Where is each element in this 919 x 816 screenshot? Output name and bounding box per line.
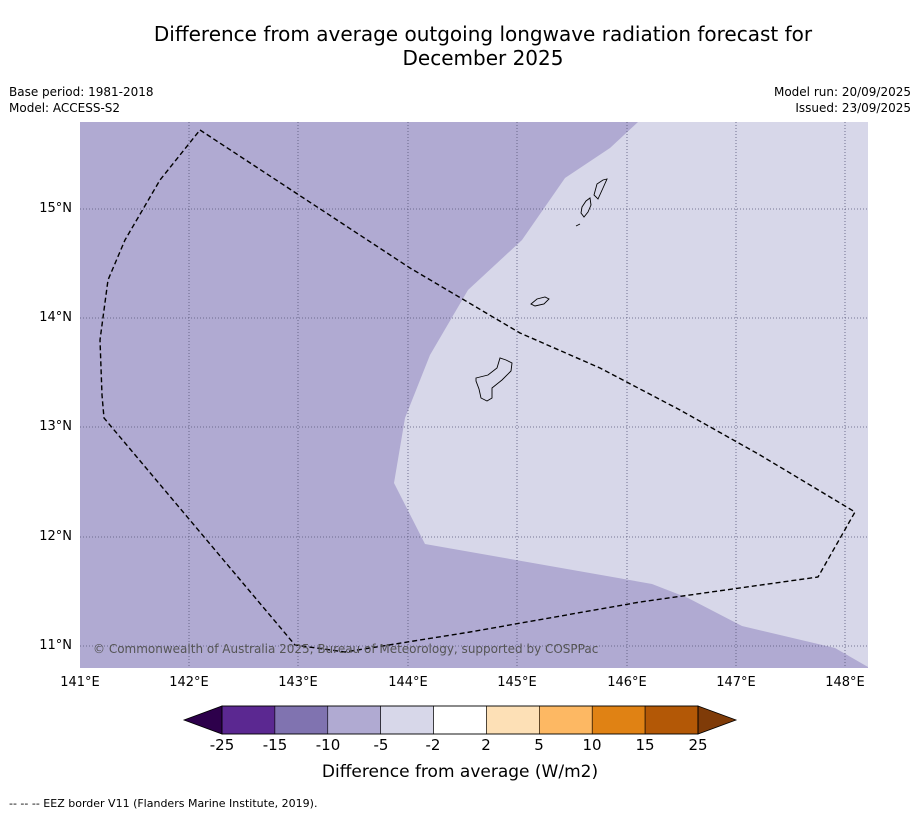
meta-left: Base period: 1981-2018 Model: ACCESS-S2 — [9, 84, 154, 116]
colorbar-label-minus5: -5 — [373, 736, 389, 754]
copyright-text: © Commonwealth of Australia 2025, Bureau… — [93, 642, 599, 656]
colorbar-label-15: 15 — [635, 736, 655, 754]
saipan-island — [593, 178, 608, 200]
anomaly-region-minus5 — [394, 122, 868, 667]
lat-tick-11n: 11°N — [39, 638, 72, 653]
colorbar-label-5: 5 — [534, 736, 544, 754]
colorbar-title: Difference from average (W/m2) — [321, 762, 599, 782]
title-line-2: December 2025 — [402, 46, 564, 70]
lon-tick-142e: 142°E — [169, 675, 209, 690]
colorbar-segment-6 — [539, 705, 593, 735]
lon-tick-141e: 141°E — [60, 675, 100, 690]
lat-tick-12n: 12°N — [39, 529, 72, 544]
colorbar-segment-3 — [380, 705, 434, 735]
base-period-text: Base period: 1981-2018 — [9, 85, 154, 99]
tinian-island — [580, 197, 592, 218]
lon-tick-143e: 143°E — [278, 675, 318, 690]
eez-legend-footnote: -- -- -- EEZ border V11 (Flanders Marine… — [9, 797, 318, 810]
model-run-text: Model run: 20/09/2025 — [773, 85, 911, 99]
colorbar-segment-7 — [591, 705, 646, 735]
map-title: Difference from average outgoing longwav… — [0, 22, 919, 70]
colorbar-segment-1 — [274, 705, 329, 735]
colorbar-over-arrow — [697, 705, 738, 735]
colorbar-label-minus25: -25 — [209, 736, 235, 754]
colorbar-label-10: 10 — [582, 736, 602, 754]
guam-island — [475, 357, 513, 402]
lat-tick-13n: 13°N — [39, 419, 72, 434]
colorbar — [182, 705, 738, 735]
colorbar-label-minus10: -10 — [315, 736, 341, 754]
colorbar-segment-4 — [433, 705, 487, 735]
aguijan-island — [575, 223, 581, 227]
colorbar-segment-5 — [486, 705, 540, 735]
lat-tick-14n: 14°N — [39, 310, 72, 325]
colorbar-label-25: 25 — [688, 736, 708, 754]
issued-text: Issued: 23/09/2025 — [795, 101, 911, 115]
lon-tick-144e: 144°E — [388, 675, 428, 690]
colorbar-label-2: 2 — [481, 736, 491, 754]
islands — [475, 178, 608, 402]
lon-tick-148e: 148°E — [825, 675, 865, 690]
colorbar-segment-2 — [327, 705, 381, 735]
map-area — [80, 122, 868, 668]
graticule — [80, 122, 868, 668]
meta-right: Model run: 20/09/2025 Issued: 23/09/2025 — [774, 84, 911, 116]
title-line-1: Difference from average outgoing longwav… — [153, 22, 813, 46]
rota-island — [530, 296, 550, 307]
lon-tick-147e: 147°E — [716, 675, 756, 690]
colorbar-label-minus2: -2 — [425, 736, 441, 754]
model-text: Model: ACCESS-S2 — [9, 101, 121, 115]
colorbar-under-arrow — [182, 705, 223, 735]
lon-tick-145e: 145°E — [497, 675, 537, 690]
eez-border — [99, 129, 856, 653]
lon-tick-146e: 146°E — [607, 675, 647, 690]
lat-tick-15n: 15°N — [39, 201, 72, 216]
colorbar-segment-0 — [221, 705, 276, 735]
colorbar-segment-8 — [644, 705, 699, 735]
colorbar-label-minus15: -15 — [262, 736, 288, 754]
